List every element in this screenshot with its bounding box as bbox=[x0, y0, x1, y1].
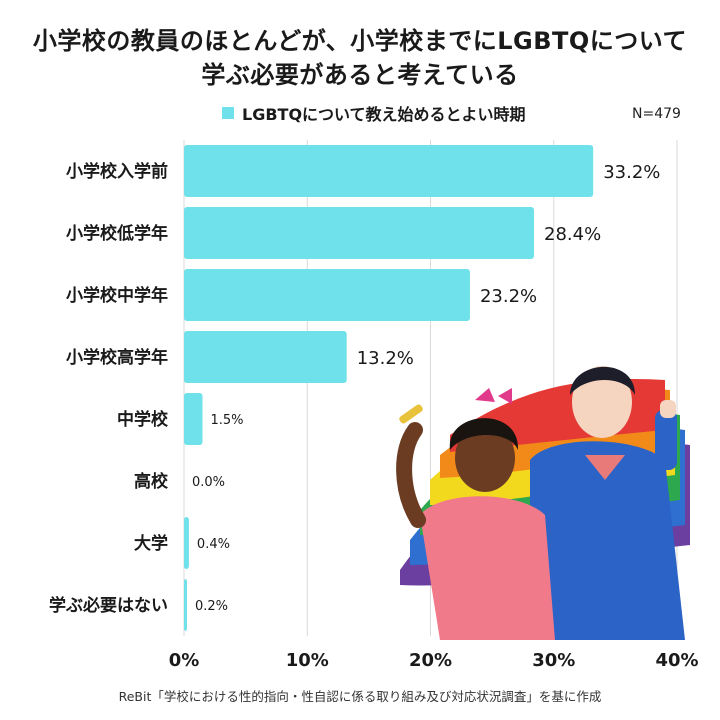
bar bbox=[184, 145, 594, 197]
bar bbox=[184, 207, 535, 259]
x-tick-label: 10% bbox=[286, 650, 329, 671]
category-label: 小学校高学年 bbox=[66, 347, 168, 368]
x-tick-label: 0% bbox=[169, 650, 200, 671]
data-label: 28.4% bbox=[544, 224, 601, 245]
sample-size-label: N=479 bbox=[632, 106, 681, 122]
category-label: 中学校 bbox=[117, 409, 169, 430]
person-right bbox=[530, 366, 685, 640]
category-label: 小学校入学前 bbox=[66, 161, 168, 182]
bar bbox=[184, 393, 203, 445]
data-label: 33.2% bbox=[603, 162, 660, 183]
chart-title-line-1: 小学校の教員のほとんどが、小学校までにLGBTQについて bbox=[32, 27, 688, 55]
category-label: 学ぶ必要はない bbox=[49, 595, 168, 616]
illustration-people-rainbow-flag bbox=[396, 366, 690, 640]
bar bbox=[184, 331, 347, 383]
data-label: 0.2% bbox=[195, 599, 228, 614]
category-label: 高校 bbox=[134, 471, 169, 492]
category-label: 大学 bbox=[134, 533, 168, 554]
legend-swatch bbox=[222, 107, 234, 119]
data-label: 0.0% bbox=[192, 475, 225, 490]
bar bbox=[184, 579, 187, 631]
legend: LGBTQについて教え始めるとよい時期 bbox=[222, 101, 526, 125]
person-left bbox=[396, 388, 555, 640]
category-label: 小学校中学年 bbox=[66, 285, 168, 306]
legend-label: LGBTQについて教え始めるとよい時期 bbox=[242, 105, 526, 124]
data-label: 0.4% bbox=[197, 537, 230, 552]
x-tick-label: 20% bbox=[409, 650, 452, 671]
bar bbox=[184, 269, 470, 321]
chart-title-line-2: 学ぶ必要があると考えている bbox=[201, 61, 519, 89]
x-tick-label: 40% bbox=[655, 650, 698, 671]
source-note: ReBit「学校における性的指向・性自認に係る取り組み及び対応状況調査」を基に作… bbox=[118, 689, 602, 704]
category-label: 小学校低学年 bbox=[66, 223, 168, 244]
data-label: 23.2% bbox=[480, 286, 537, 307]
data-label: 13.2% bbox=[357, 348, 414, 369]
data-label: 1.5% bbox=[210, 413, 243, 428]
bar bbox=[184, 517, 189, 569]
chart-title: 小学校の教員のほとんどが、小学校までにLGBTQについて 学ぶ必要があると考えて… bbox=[0, 24, 720, 92]
x-tick-label: 30% bbox=[532, 650, 575, 671]
